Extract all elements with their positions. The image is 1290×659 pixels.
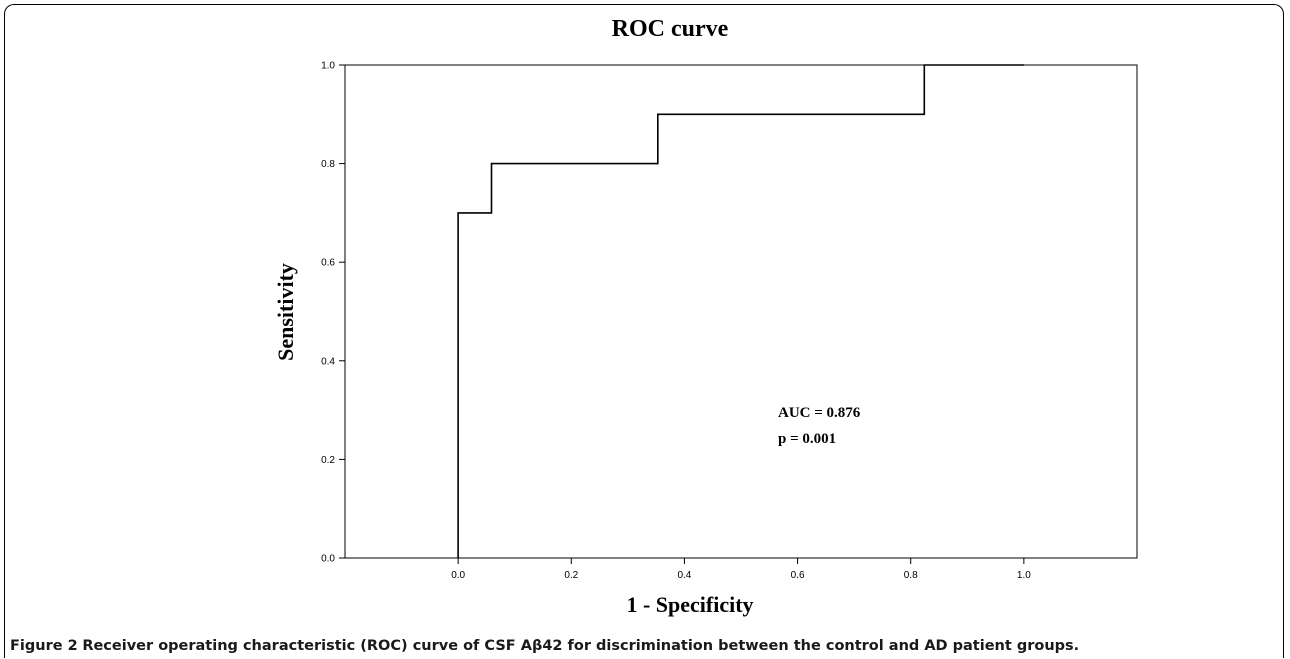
y-axis-label: Sensitivity bbox=[273, 263, 298, 361]
y-tick-label: 0.0 bbox=[321, 554, 335, 565]
x-tick-label: 1.0 bbox=[1017, 570, 1031, 581]
roc-chart: ROC curve 0.0 0.2 0.4 0.6 0.8 1.0 0.00.20.40.… bbox=[273, 16, 1138, 617]
chart-title: ROC curve bbox=[612, 16, 729, 42]
x-tick-label: 0.0 bbox=[451, 570, 465, 581]
y-tick-label: 1.0 bbox=[321, 61, 335, 72]
y-tick-label: 0.8 bbox=[321, 159, 335, 170]
x-tick-label: 0.2 bbox=[564, 570, 578, 581]
y-tick-label: 0.2 bbox=[321, 455, 335, 466]
auc-annotation: AUC = 0.876 bbox=[778, 405, 861, 421]
roc-curve-line bbox=[457, 64, 1024, 558]
x-axis-ticks: 0.0 0.2 0.4 0.6 0.8 1.0 bbox=[451, 558, 1031, 581]
x-tick-label: 0.6 bbox=[791, 570, 805, 581]
y-tick-label: 0.4 bbox=[321, 356, 335, 367]
figure-caption: Figure 2 Receiver operating characterist… bbox=[10, 637, 1280, 655]
y-tick-label: 0.6 bbox=[321, 258, 335, 269]
y-axis-ticks: 0.0 0.2 0.4 0.6 0.8 1.0 bbox=[321, 61, 345, 565]
p-value-annotation: p = 0.001 bbox=[778, 431, 836, 447]
plot-area bbox=[344, 64, 1138, 559]
x-tick-label: 0.4 bbox=[677, 570, 691, 581]
x-axis-label: 1 - Specificity bbox=[626, 592, 753, 617]
figure-frame bbox=[4, 4, 1284, 658]
caption-label: Figure 2 bbox=[10, 638, 78, 654]
x-tick-label: 0.8 bbox=[904, 570, 918, 581]
caption-text: Receiver operating characteristic (ROC) … bbox=[82, 638, 1080, 654]
